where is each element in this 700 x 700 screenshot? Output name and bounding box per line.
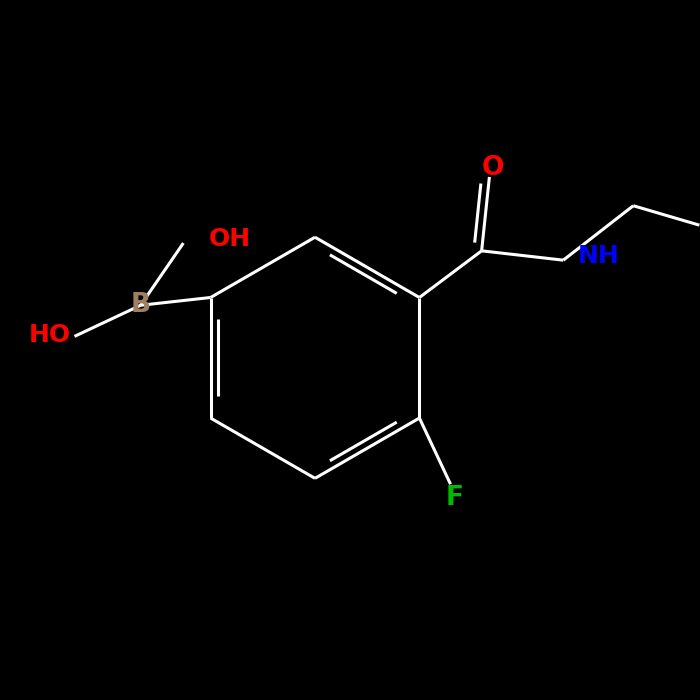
Text: NH: NH	[578, 244, 619, 268]
Text: O: O	[482, 155, 505, 181]
Text: OH: OH	[209, 228, 251, 251]
Text: F: F	[445, 485, 463, 511]
Text: HO: HO	[29, 323, 71, 346]
Text: B: B	[130, 293, 150, 318]
